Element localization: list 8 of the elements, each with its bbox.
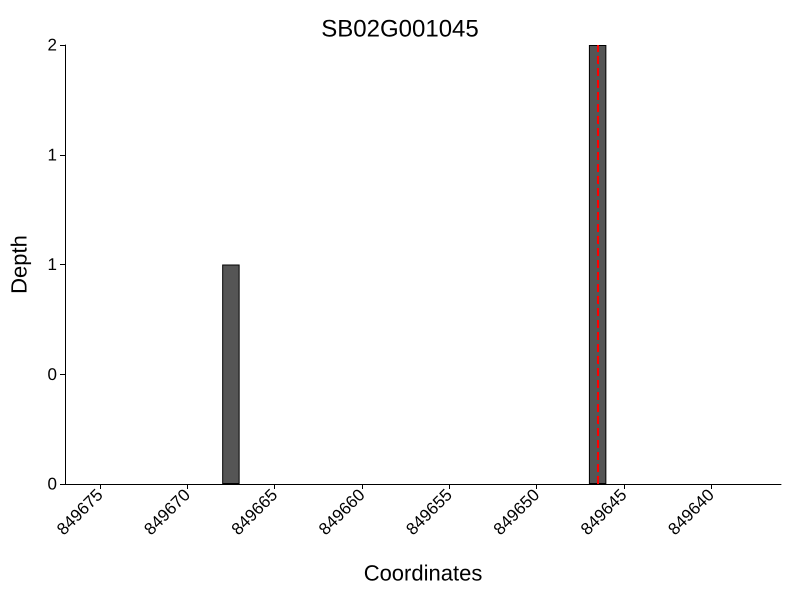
chart-title: SB02G001045	[321, 16, 479, 42]
y-tick-label: 1	[48, 255, 57, 274]
x-axis-title: Coordinates	[364, 560, 482, 586]
y-tick-label: 2	[48, 36, 57, 54]
y-axis-title: Depth	[6, 235, 32, 294]
y-tick-label: 1	[48, 145, 57, 164]
y-tick-label: 0	[48, 474, 57, 494]
y-tick-label: 0	[48, 364, 57, 384]
